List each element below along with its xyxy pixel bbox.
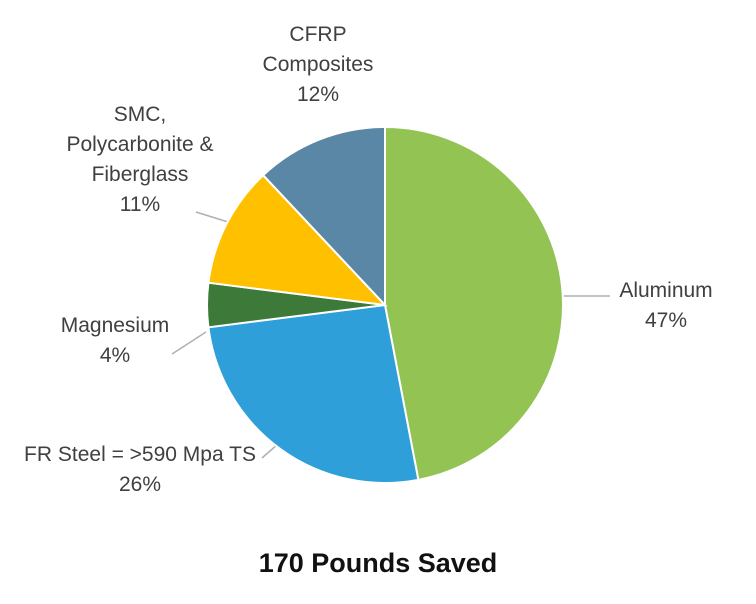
slice-label: FR Steel = >590 Mpa TS 26% — [10, 440, 270, 500]
category-label: Magnesium — [60, 314, 170, 337]
value-label: 11% — [119, 193, 161, 216]
pie-slice — [207, 303, 420, 484]
slice-label: SMC, Polycarbonite & Fiberglass 11% — [60, 100, 220, 220]
pie-slice — [261, 125, 386, 308]
slice-label: CFRP Composites 12% — [258, 20, 378, 110]
pie-slice — [384, 125, 564, 482]
value-label: 47% — [644, 309, 688, 332]
slice-label: Aluminum 47% — [606, 276, 726, 336]
chart-title: 170 Pounds Saved — [258, 548, 498, 578]
category-label: CFRP Composites — [262, 23, 374, 76]
value-label: 4% — [99, 344, 131, 367]
leader-line — [195, 211, 229, 223]
slice-label: Magnesium 4% — [30, 311, 200, 371]
pie-slice — [207, 173, 388, 307]
category-label: FR Steel = >590 Mpa TS — [24, 443, 256, 466]
category-label: SMC, Polycarbonite & Fiberglass — [66, 103, 214, 186]
category-label: Aluminum — [619, 279, 713, 302]
value-label: 12% — [296, 83, 340, 106]
leader-line — [171, 331, 207, 355]
value-label: 26% — [118, 473, 162, 496]
